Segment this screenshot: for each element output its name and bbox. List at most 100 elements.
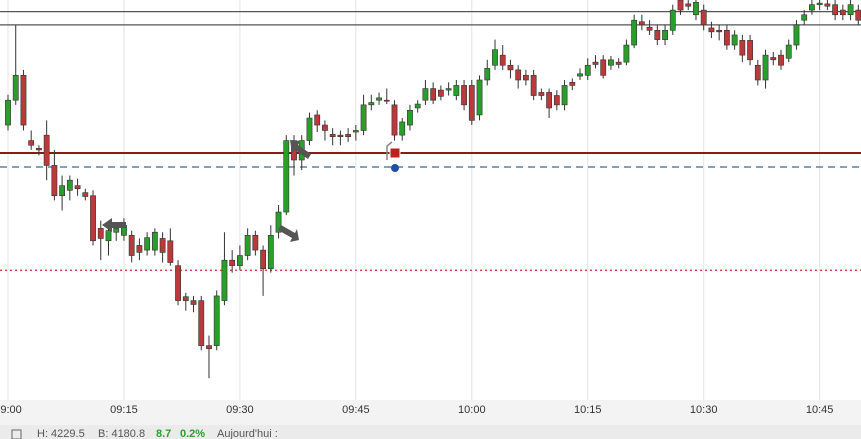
- status-icon[interactable]: [11, 429, 22, 439]
- candle-body: [523, 75, 529, 81]
- candle-body: [453, 85, 460, 96]
- arrow-up-left: [290, 140, 311, 159]
- candle-body: [407, 109, 413, 126]
- candle-body: [669, 9, 676, 31]
- candle-body: [43, 134, 50, 166]
- candle-body: [391, 104, 398, 136]
- candle-body: [839, 9, 846, 16]
- candle-body: [747, 40, 753, 61]
- candle-body: [468, 85, 475, 121]
- candle-body: [801, 14, 808, 21]
- candle-body: [499, 54, 506, 66]
- candle-body: [283, 140, 290, 213]
- candle-body: [778, 54, 784, 66]
- candle-body: [36, 148, 42, 151]
- x-axis-band: [0, 400, 861, 425]
- status-low: B: 4180.8: [98, 428, 145, 439]
- candle-body: [360, 104, 367, 131]
- arrow-left: [102, 218, 126, 232]
- candle-body: [608, 59, 614, 66]
- candle-body: [252, 235, 259, 251]
- candle-body: [584, 64, 591, 76]
- candle-body: [546, 92, 552, 109]
- candle-body: [592, 61, 599, 65]
- candle-body: [515, 69, 522, 81]
- candle-body: [322, 124, 328, 131]
- candle-body: [600, 59, 607, 76]
- candle-body: [182, 296, 189, 301]
- x-tick-label: 10:00: [458, 404, 486, 416]
- candle-body: [213, 295, 220, 346]
- candle-body: [74, 185, 81, 190]
- candle-body: [731, 34, 738, 46]
- candle-body: [329, 134, 336, 137]
- status: H: 4229.5 B: 4180.8 8.7 0.2% Aujourd'hui…: [11, 428, 278, 439]
- annotations: [102, 140, 401, 242]
- candle-body: [553, 95, 560, 106]
- candle-body: [97, 228, 104, 239]
- candle-body: [437, 89, 444, 97]
- candle-body: [337, 134, 344, 137]
- candle-body: [847, 4, 854, 16]
- candle-body: [175, 265, 181, 301]
- candle-body: [530, 75, 537, 96]
- status-change-pct: 0.2%: [180, 428, 205, 439]
- candle-body: [151, 231, 158, 251]
- candle-body: [260, 249, 266, 270]
- x-tick-label: 10:15: [574, 404, 602, 416]
- x-tick-label: 09:45: [342, 404, 370, 416]
- candle-body: [708, 27, 715, 33]
- candle-body: [538, 92, 545, 96]
- candle-body: [770, 57, 777, 61]
- candle-body: [399, 121, 406, 136]
- candle-body: [82, 192, 89, 197]
- candle-body: [306, 117, 313, 141]
- candle-body: [368, 102, 375, 106]
- candle-body: [345, 134, 352, 137]
- candle-body: [167, 240, 174, 263]
- candle-body: [383, 99, 390, 102]
- candle-body: [492, 49, 498, 66]
- arrow-down-right: [278, 225, 299, 242]
- x-tick-label: 09:00: [0, 404, 22, 416]
- candle-body: [785, 44, 792, 59]
- candle-body: [577, 73, 583, 77]
- candle-body: [113, 228, 120, 233]
- candle-body: [507, 64, 514, 71]
- candle-body: [638, 21, 645, 26]
- candle-body: [700, 9, 707, 26]
- order-marker[interactable]: [389, 147, 401, 159]
- levels: [0, 11, 861, 271]
- candle-body: [244, 235, 251, 256]
- candle-body: [754, 64, 761, 81]
- candle-body: [685, 3, 692, 7]
- candle-body: [352, 130, 359, 133]
- candle-body: [816, 2, 823, 5]
- candle-body: [623, 44, 630, 63]
- candle-body: [5, 99, 11, 126]
- candle-body: [855, 9, 861, 21]
- candle-body: [430, 88, 437, 101]
- candle-body: [28, 140, 35, 146]
- candle-body: [414, 103, 421, 109]
- candle-body: [693, 2, 699, 16]
- plot-area: [0, 0, 861, 400]
- candle-body: [569, 82, 576, 86]
- candle-body: [824, 3, 831, 7]
- candle-body: [275, 211, 282, 233]
- candle-body: [631, 19, 638, 46]
- position-dot[interactable]: [391, 164, 399, 172]
- candle-body: [716, 29, 723, 33]
- candle-body: [561, 85, 568, 106]
- x-tick-label: 10:45: [806, 404, 834, 416]
- candle-body: [128, 235, 135, 256]
- candle-body: [206, 345, 212, 350]
- candle-body: [476, 79, 483, 116]
- candle-body: [66, 179, 73, 191]
- candle-body: [762, 54, 769, 81]
- candle-body: [445, 88, 452, 91]
- status-period: Aujourd'hui :: [217, 428, 278, 439]
- candle-body: [20, 75, 27, 126]
- candle-body: [646, 26, 653, 31]
